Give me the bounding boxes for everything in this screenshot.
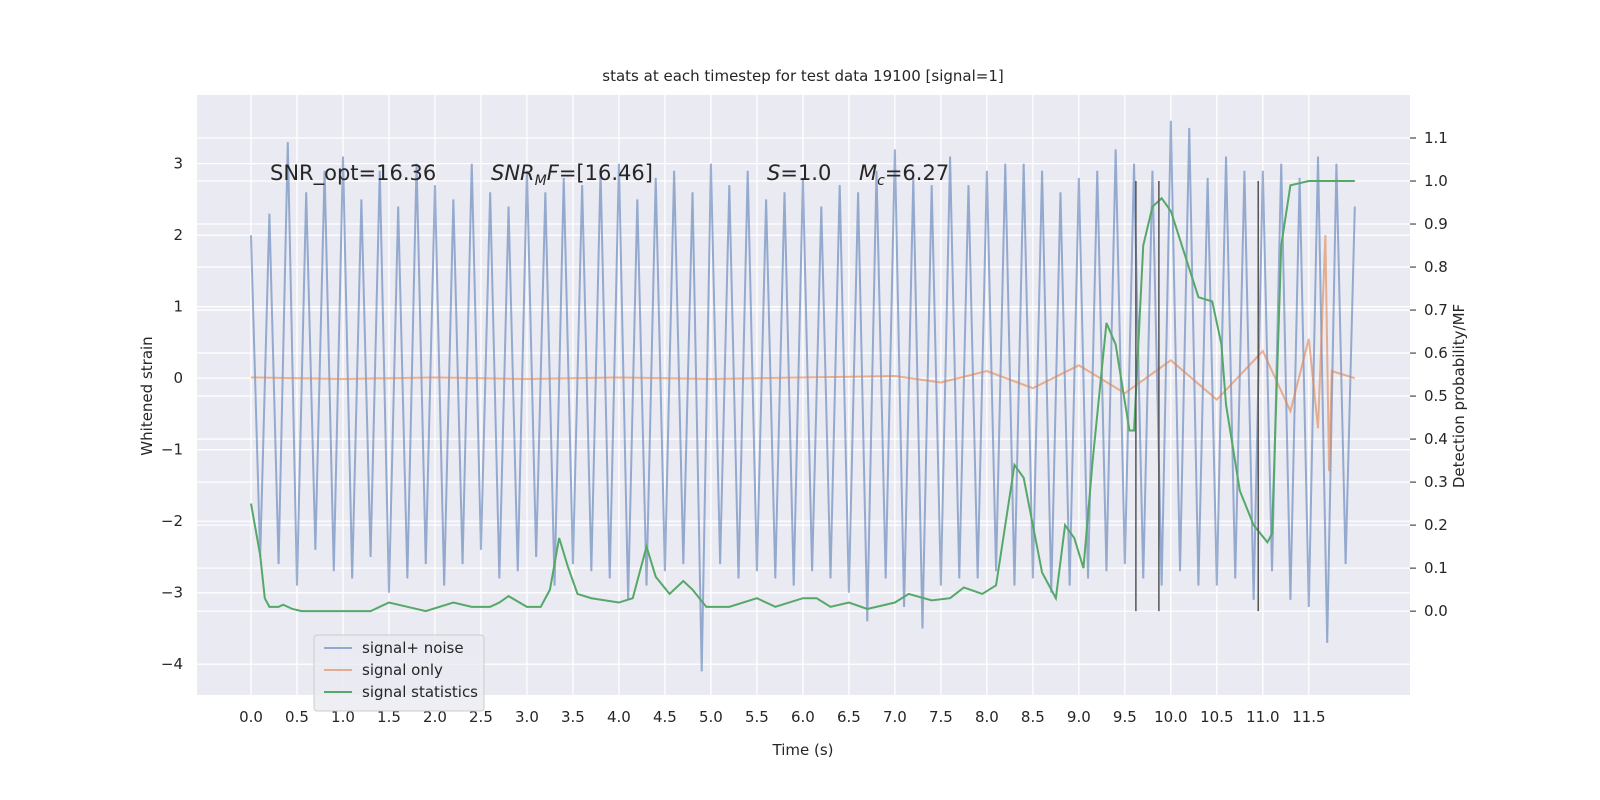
annotation-part: c <box>877 173 885 189</box>
y2-tick-label: 0.9 <box>1424 215 1448 233</box>
x-tick-label: 1.0 <box>331 708 355 726</box>
x-tick-label: 9.5 <box>1113 708 1137 726</box>
x-tick-label: 7.0 <box>883 708 907 726</box>
annotation-part: =6.27 <box>885 161 949 185</box>
x-tick-label: 4.5 <box>653 708 677 726</box>
y-axis-label: Whitened strain <box>138 336 156 455</box>
y2-tick-label: 0.8 <box>1424 258 1448 276</box>
y2-tick-label: 0.5 <box>1424 387 1448 405</box>
x-tick-label: 9.0 <box>1067 708 1091 726</box>
x-tick-label: 11.5 <box>1292 708 1325 726</box>
x-tick-label: 6.5 <box>837 708 861 726</box>
y2-tick-label: 0.7 <box>1424 301 1448 319</box>
annotation-part: SNR <box>491 161 535 185</box>
y2-axis-label: Detection probability/MF <box>1450 304 1468 488</box>
x-tick-label: 10.0 <box>1154 708 1187 726</box>
y-tick-label: −4 <box>161 655 183 673</box>
y2-tick-label: 0.6 <box>1424 344 1448 362</box>
annotation: S=1.0 <box>767 161 831 185</box>
annotation: SNR_opt=16.36 <box>270 161 436 186</box>
x-tick-label: 11.0 <box>1246 708 1279 726</box>
y-tick-label: −1 <box>161 441 183 459</box>
y2-tick-label: 0.1 <box>1424 559 1448 577</box>
y-tick-label: 0 <box>173 369 183 387</box>
x-tick-label: 2.5 <box>469 708 493 726</box>
annotation-part: =[16.46] <box>559 161 653 185</box>
y-tick-label: 3 <box>173 155 183 173</box>
y-tick-label: −2 <box>161 512 183 530</box>
y2-tick-label: 1.1 <box>1424 129 1448 147</box>
x-tick-label: 2.0 <box>423 708 447 726</box>
y2-tick-label: 0.3 <box>1424 473 1448 491</box>
y2-tick-label: 1.0 <box>1424 172 1448 190</box>
legend-label: signal only <box>362 661 443 679</box>
x-tick-label: 10.5 <box>1200 708 1233 726</box>
x-tick-label: 6.0 <box>791 708 815 726</box>
marks <box>249 120 1356 672</box>
x-tick-label: 5.5 <box>745 708 769 726</box>
y2-tick-label: 0.0 <box>1424 602 1448 620</box>
annotation: SNRMF=[16.46] <box>491 161 653 189</box>
y2-tick-label: 0.2 <box>1424 516 1448 534</box>
x-tick-label: 3.0 <box>515 708 539 726</box>
annotation-part: SNR_opt=16.36 <box>270 161 436 186</box>
legend-label: signal statistics <box>362 683 478 701</box>
series-line <box>250 235 1356 472</box>
chart-title: stats at each timestep for test data 191… <box>602 67 1003 85</box>
annotation: Mc=6.27 <box>859 161 949 189</box>
x-tick-label: 1.5 <box>377 708 401 726</box>
annotation-part: M <box>535 173 547 189</box>
y-tick-label: 2 <box>173 226 183 244</box>
y-tick-label: −3 <box>161 584 183 602</box>
legend-label: signal+ noise <box>362 639 464 657</box>
y2-tick-label: 0.4 <box>1424 430 1448 448</box>
x-tick-label: 4.0 <box>607 708 631 726</box>
annotation-part: S <box>767 161 780 185</box>
series-line <box>249 120 1356 672</box>
x-tick-label: 7.5 <box>929 708 953 726</box>
series-line <box>250 180 1355 613</box>
legend-box <box>313 634 485 712</box>
x-tick-label: 3.5 <box>561 708 585 726</box>
x-tick-label: 8.5 <box>1021 708 1045 726</box>
x-tick-label: 0.5 <box>285 708 309 726</box>
annotation-part: F <box>547 161 560 185</box>
y-tick-label: 1 <box>173 298 183 316</box>
x-tick-label: 5.0 <box>699 708 723 726</box>
x-tick-label: 0.0 <box>239 708 263 726</box>
x-axis-label: Time (s) <box>772 741 834 759</box>
x-tick-label: 8.0 <box>975 708 999 726</box>
labels: 0.0 0.5 1.0 1.5 2.0 2.5 3.0 3.5 4.0 4.5 5.0 5.5 6.0 6… <box>161 129 1448 726</box>
annotation-part: M <box>859 161 877 185</box>
annotation-part: =1.0 <box>780 161 831 185</box>
